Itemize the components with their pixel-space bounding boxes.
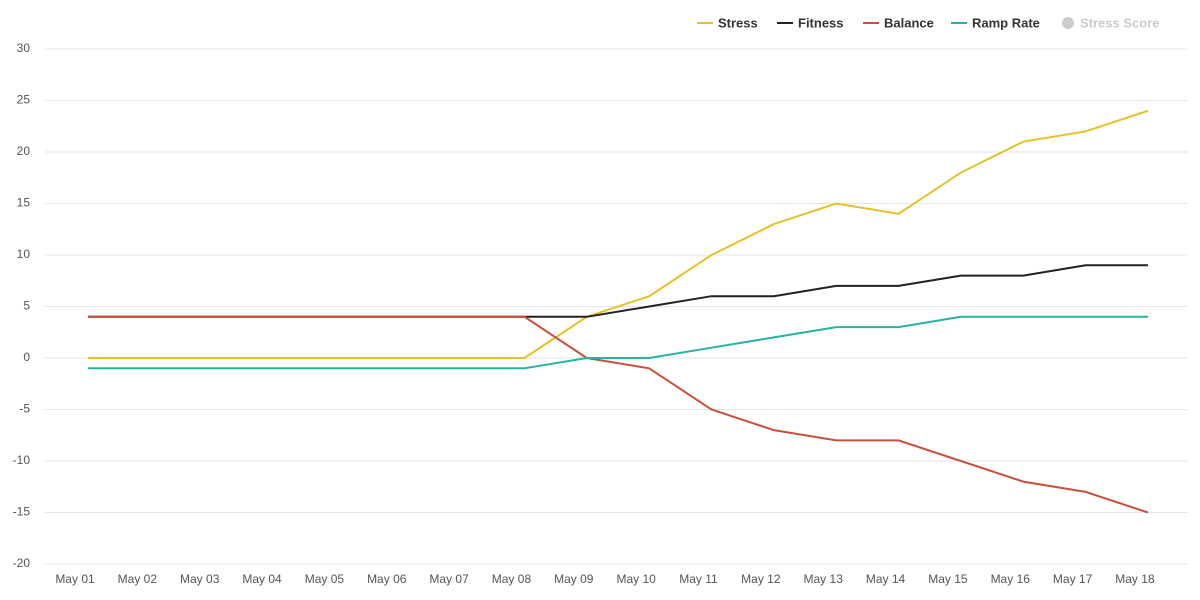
legend-item[interactable]: Balance [884,15,934,30]
y-tick-label: -5 [19,402,30,416]
legend-symbol [1062,17,1074,29]
x-tick-label: May 14 [866,572,906,586]
x-tick-label: May 11 [679,572,718,586]
x-tick-label: May 13 [804,572,844,586]
series-line [88,315,1149,514]
x-tick-label: May 18 [1115,572,1155,586]
series-line [88,315,1148,370]
x-tick-label: May 17 [1053,572,1093,586]
x-tick-label: May 05 [305,572,345,586]
x-tick-label: May 01 [55,572,95,586]
x-tick-label: May 15 [928,572,968,586]
y-tick-label: -15 [13,505,31,519]
y-tick-label: 5 [23,299,30,313]
x-tick-label: May 10 [616,572,656,586]
y-tick-label: 0 [23,350,30,364]
series-line [88,109,1149,359]
x-tick-label: May 06 [367,572,407,586]
legend-item[interactable]: Fitness [798,15,844,30]
series-line [88,264,1148,318]
legend-item[interactable]: Ramp Rate [972,15,1040,30]
y-tick-label: 15 [17,196,31,210]
x-tick-label: May 02 [118,572,158,586]
y-tick-label: -10 [13,453,31,467]
y-tick-label: 10 [17,247,31,261]
y-tick-label: 30 [17,41,31,55]
legend-item[interactable]: Stress [718,15,758,30]
x-tick-label: May 09 [554,572,594,586]
x-tick-label: May 07 [429,572,469,586]
x-tick-label: May 12 [741,572,781,586]
x-tick-label: May 16 [991,572,1031,586]
x-tick-label: May 08 [492,572,532,586]
legend-item[interactable]: Stress Score [1080,15,1160,30]
x-tick-label: May 04 [242,572,282,586]
x-tick-label: May 03 [180,572,220,586]
y-tick-label: 25 [17,93,31,107]
y-tick-label: -20 [13,556,31,570]
y-tick-label: 20 [17,144,31,158]
